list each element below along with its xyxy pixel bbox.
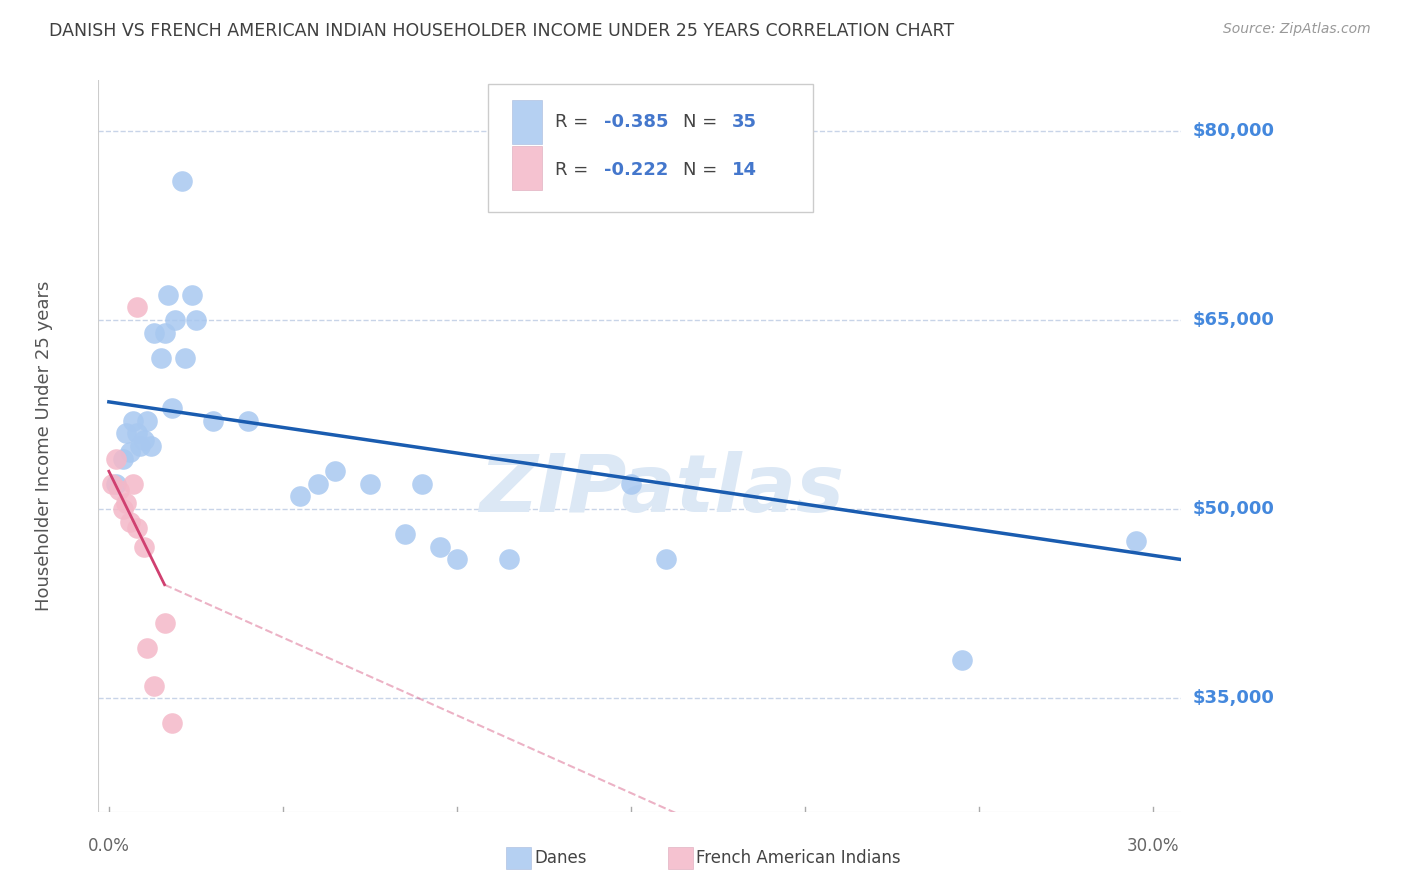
Point <box>150 351 173 365</box>
Point <box>498 552 520 566</box>
Point <box>132 540 155 554</box>
Point <box>174 351 197 365</box>
Point <box>132 433 155 447</box>
FancyBboxPatch shape <box>512 100 543 144</box>
Text: Source: ZipAtlas.com: Source: ZipAtlas.com <box>1223 22 1371 37</box>
Text: 35: 35 <box>731 113 756 131</box>
Point <box>359 476 381 491</box>
Point <box>153 326 176 340</box>
Point <box>111 451 134 466</box>
Point <box>104 476 127 491</box>
Text: $35,000: $35,000 <box>1192 690 1274 707</box>
Point <box>411 476 433 491</box>
Point <box>160 716 183 731</box>
Point <box>118 445 141 459</box>
Text: -0.385: -0.385 <box>605 113 668 131</box>
Point <box>181 287 204 301</box>
Text: R =: R = <box>555 161 595 179</box>
Point <box>136 640 159 655</box>
Point <box>290 490 312 504</box>
Point <box>115 426 138 441</box>
Text: French American Indians: French American Indians <box>696 849 901 867</box>
Point <box>101 476 124 491</box>
Point <box>115 496 138 510</box>
Text: -0.222: -0.222 <box>605 161 668 179</box>
Point <box>236 414 259 428</box>
Point <box>950 653 973 667</box>
Point <box>202 414 225 428</box>
Text: 0.0%: 0.0% <box>89 837 129 855</box>
Point <box>620 476 643 491</box>
Point <box>118 515 141 529</box>
Point <box>122 476 145 491</box>
FancyBboxPatch shape <box>488 84 813 212</box>
Point <box>157 287 180 301</box>
Text: 14: 14 <box>731 161 756 179</box>
Point <box>125 300 148 314</box>
Text: Householder Income Under 25 years: Householder Income Under 25 years <box>35 281 53 611</box>
Point <box>446 552 468 566</box>
Text: $65,000: $65,000 <box>1192 311 1274 329</box>
Point <box>429 540 451 554</box>
Point <box>1125 533 1147 548</box>
Point <box>125 426 148 441</box>
Point <box>143 679 166 693</box>
Point <box>104 451 127 466</box>
Point <box>153 615 176 630</box>
Point <box>655 552 678 566</box>
Point <box>163 313 186 327</box>
Point <box>160 401 183 416</box>
Text: DANISH VS FRENCH AMERICAN INDIAN HOUSEHOLDER INCOME UNDER 25 YEARS CORRELATION C: DANISH VS FRENCH AMERICAN INDIAN HOUSEHO… <box>49 22 955 40</box>
Point <box>184 313 207 327</box>
Point <box>170 174 193 188</box>
Point <box>136 414 159 428</box>
Point <box>139 439 162 453</box>
Point <box>143 326 166 340</box>
Point <box>307 476 329 491</box>
Text: N =: N = <box>683 161 723 179</box>
Text: 30.0%: 30.0% <box>1128 837 1180 855</box>
Text: $80,000: $80,000 <box>1192 121 1274 140</box>
Point <box>323 464 346 478</box>
Point <box>122 414 145 428</box>
Point <box>111 502 134 516</box>
Point <box>125 521 148 535</box>
Point <box>129 439 152 453</box>
Point <box>108 483 131 497</box>
Text: ZIPatlas: ZIPatlas <box>479 450 844 529</box>
Text: N =: N = <box>683 113 723 131</box>
Text: Danes: Danes <box>534 849 586 867</box>
Point <box>394 527 416 541</box>
FancyBboxPatch shape <box>512 146 543 190</box>
Text: R =: R = <box>555 113 595 131</box>
Text: $50,000: $50,000 <box>1192 500 1274 518</box>
